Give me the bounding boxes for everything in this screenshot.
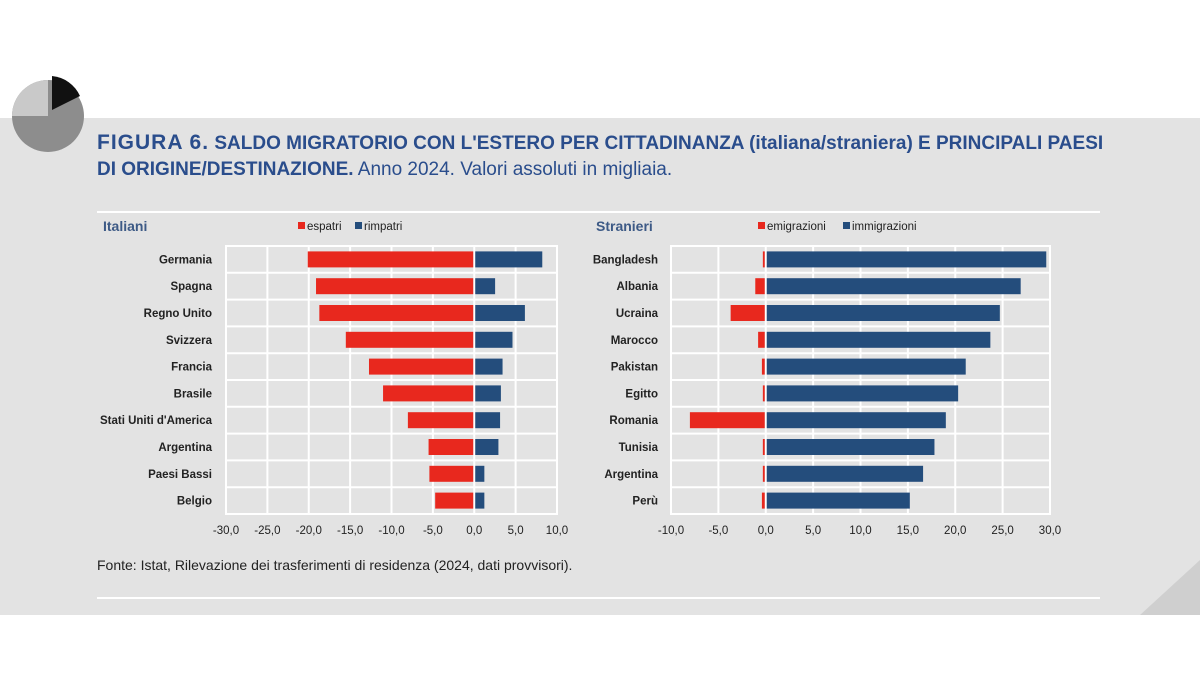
- legend-label-rimpatri: rimpatri: [364, 221, 402, 233]
- pie-logo-icon: [12, 76, 84, 152]
- bar-emigrazioni: [762, 251, 765, 268]
- x-tick-label: 15,0: [897, 525, 919, 537]
- category-label: Francia: [171, 362, 213, 374]
- bottom-divider: [97, 597, 1100, 599]
- bar-rimpatri: [475, 358, 503, 375]
- bar-espatri: [435, 492, 474, 509]
- legend-swatch-emigrazioni: [758, 222, 765, 229]
- legend-swatch-rimpatri: [355, 222, 362, 229]
- legend-swatch-espatri: [298, 222, 305, 229]
- category-label: Brasile: [174, 388, 212, 400]
- x-tick-label: -5,0: [708, 525, 728, 537]
- category-label: Tunisia: [619, 442, 659, 454]
- top-divider: [97, 211, 1100, 213]
- bar-rimpatri: [475, 305, 525, 321]
- bar-emigrazioni: [730, 305, 765, 321]
- legend-label-espatri: espatri: [307, 221, 342, 233]
- bar-rimpatri: [475, 251, 543, 268]
- x-tick-label: 20,0: [944, 525, 966, 537]
- bar-immigrazioni: [766, 439, 935, 455]
- x-tick-label: 25,0: [991, 525, 1013, 537]
- x-tick-label: 10,0: [849, 525, 871, 537]
- bar-espatri: [319, 305, 474, 321]
- bar-emigrazioni: [761, 492, 765, 509]
- legend-label-emigrazioni: emigrazioni: [767, 221, 826, 233]
- bar-emigrazioni: [758, 331, 765, 348]
- bar-immigrazioni: [766, 305, 1000, 321]
- bar-immigrazioni: [766, 465, 924, 482]
- figure-subtitle: Anno 2024. Valori assoluti in migliaia.: [357, 159, 673, 180]
- category-label: Romania: [609, 415, 658, 427]
- category-label: Paesi Bassi: [148, 469, 212, 481]
- bar-espatri: [429, 465, 474, 482]
- x-tick-label: -5,0: [423, 525, 443, 537]
- bar-emigrazioni: [761, 358, 765, 375]
- category-label: Marocco: [611, 335, 658, 347]
- bar-rimpatri: [475, 465, 485, 482]
- chart-stranieri: Stranieri emigrazioni immigrazioni -10,0 -5,…: [593, 218, 1061, 537]
- category-label: Germania: [159, 254, 213, 266]
- x-tick-label: -25,0: [254, 525, 280, 537]
- x-tick-label: 5,0: [508, 525, 524, 537]
- category-label: Spagna: [170, 281, 212, 293]
- bar-emigrazioni: [689, 412, 765, 429]
- bar-rimpatri: [475, 385, 501, 402]
- bar-rimpatri: [475, 412, 501, 429]
- legend-label-immigrazioni: immigrazioni: [852, 221, 917, 233]
- x-tick-label: 0,0: [466, 525, 482, 537]
- figure-title: FIGURA 6. SALDO MIGRATORIO CON L'ESTERO …: [97, 130, 1107, 183]
- bar-immigrazioni: [766, 251, 1047, 268]
- x-tick-label: 5,0: [805, 525, 821, 537]
- bar-immigrazioni: [766, 385, 959, 402]
- bar-espatri: [428, 439, 474, 455]
- bar-immigrazioni: [766, 278, 1021, 295]
- bar-emigrazioni: [755, 278, 765, 295]
- category-label: Pakistan: [611, 362, 658, 374]
- x-tick-label: -20,0: [296, 525, 322, 537]
- x-tick-label: -10,0: [378, 525, 404, 537]
- figure-main-title: SALDO MIGRATORIO CON L'ESTERO PER CITTAD…: [97, 133, 1104, 180]
- category-label: Belgio: [177, 496, 212, 508]
- bar-immigrazioni: [766, 412, 946, 429]
- category-label: Argentina: [158, 442, 212, 454]
- bar-espatri: [345, 331, 474, 348]
- bar-espatri: [307, 251, 474, 268]
- category-label: Svizzera: [166, 335, 213, 347]
- bar-immigrazioni: [766, 331, 991, 348]
- bar-espatri: [383, 385, 474, 402]
- x-tick-label: -10,0: [658, 525, 684, 537]
- source-note: Fonte: Istat, Rilevazione dei trasferime…: [97, 557, 573, 573]
- x-tick-label: 0,0: [758, 525, 774, 537]
- bar-espatri: [316, 278, 474, 295]
- category-label: Albania: [616, 281, 658, 293]
- x-tick-label: -30,0: [213, 525, 239, 537]
- bar-emigrazioni: [762, 465, 765, 482]
- legend-swatch-immigrazioni: [843, 222, 850, 229]
- category-label: Perù: [632, 496, 658, 508]
- bar-immigrazioni: [766, 492, 910, 509]
- bar-rimpatri: [475, 278, 496, 295]
- bar-immigrazioni: [766, 358, 966, 375]
- category-label: Stati Uniti d'America: [100, 415, 213, 427]
- bar-espatri: [368, 358, 474, 375]
- chart-title: Stranieri: [596, 218, 653, 234]
- bar-espatri: [407, 412, 474, 429]
- category-label: Bangladesh: [593, 254, 658, 266]
- bar-rimpatri: [475, 492, 485, 509]
- category-label: Regno Unito: [144, 308, 212, 320]
- bar-emigrazioni: [762, 385, 765, 402]
- chart-title: Italiani: [103, 218, 147, 234]
- figure-label: FIGURA 6.: [97, 131, 210, 154]
- bar-rimpatri: [475, 439, 499, 455]
- chart-italiani: Italiani espatri rimpatri -30,0 -25,0 -20,0 -1…: [100, 218, 568, 537]
- bar-emigrazioni: [762, 439, 765, 455]
- x-tick-label: 10,0: [546, 525, 568, 537]
- x-tick-label: -15,0: [337, 525, 363, 537]
- bar-rimpatri: [475, 331, 513, 348]
- category-label: Ucraina: [616, 308, 659, 320]
- x-tick-label: 30,0: [1039, 525, 1061, 537]
- category-label: Argentina: [604, 469, 658, 481]
- category-label: Egitto: [625, 388, 658, 400]
